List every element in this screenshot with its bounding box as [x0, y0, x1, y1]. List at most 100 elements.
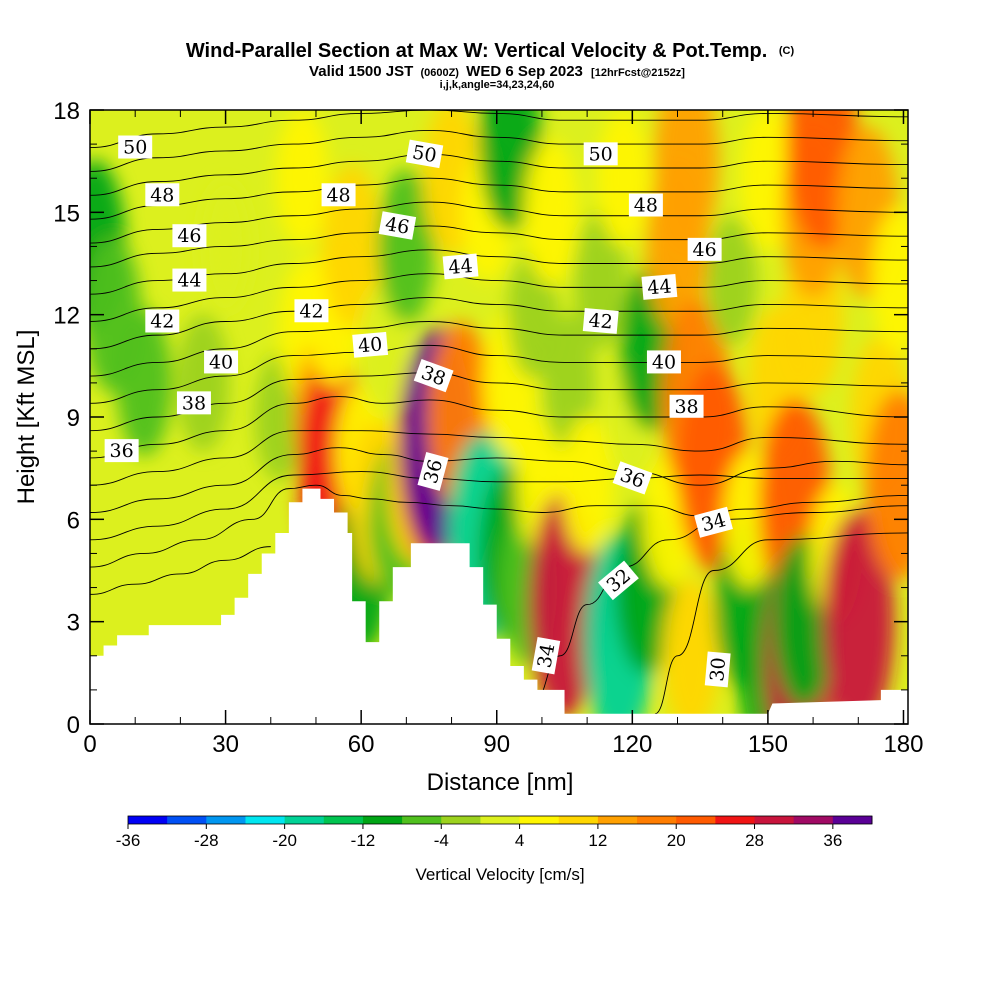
- plot-area: [90, 110, 908, 724]
- velocity-field: [90, 110, 908, 724]
- contour-label-box: [172, 268, 207, 292]
- contour-label: 44: [172, 268, 207, 292]
- contour-labels: 5048464442403836484642403836504450484244…: [104, 135, 733, 688]
- contour-label-box: [582, 308, 619, 334]
- colorbar-swatch: [558, 816, 599, 824]
- contour-label-text: 48: [150, 184, 174, 206]
- colorbar-swatch: [480, 816, 521, 824]
- velocity-cell: [871, 207, 908, 354]
- contour-label: 44: [442, 253, 479, 280]
- velocity-cell: [865, 390, 908, 581]
- colorbar-tick-label: 4: [515, 831, 524, 850]
- colorbar-tick-label: -36: [116, 831, 141, 850]
- contour-label: 42: [582, 308, 619, 334]
- colorbar-tick-label: 12: [588, 831, 607, 850]
- contour-label-text: 50: [123, 137, 147, 159]
- contour-label-box: [417, 452, 449, 491]
- velocity-cell: [276, 110, 329, 248]
- subtitle-utc: (0600Z): [420, 67, 459, 79]
- contour-label: 48: [145, 183, 180, 207]
- contour-label-box: [646, 350, 681, 374]
- contour-label-box: [145, 309, 180, 333]
- colorbar-tick-label: -20: [272, 831, 297, 850]
- velocity-cell: [560, 416, 614, 555]
- y-tick-label: 15: [53, 200, 80, 227]
- contour-label-text: 34: [534, 642, 560, 670]
- chart-title: Wind-Parallel Section at Max W: Vertical…: [186, 40, 767, 62]
- contour-label: 46: [687, 237, 722, 261]
- contour-label: 50: [405, 139, 444, 169]
- terrain-mask: [90, 488, 908, 724]
- contour-label-box: [704, 651, 731, 688]
- velocity-cell: [706, 216, 757, 345]
- colorbar-swatch: [832, 816, 873, 824]
- contour-label: 34: [531, 636, 561, 675]
- contour-label: 48: [628, 193, 663, 217]
- theta-contour-line: [90, 273, 908, 322]
- contour-label-text: 42: [588, 309, 614, 333]
- theta-contour-line: [90, 447, 908, 513]
- colorbar-swatch: [323, 816, 364, 824]
- contour-label: 46: [378, 211, 417, 240]
- contour-label: 34: [694, 506, 733, 538]
- theta-contour-line: [90, 110, 908, 148]
- x-tick-label: 120: [612, 731, 652, 758]
- y-tick-label: 6: [67, 507, 80, 534]
- velocity-cell: [662, 578, 720, 724]
- theta-contour-line: [90, 546, 271, 595]
- y-tick-label: 3: [67, 610, 80, 637]
- contour-label-box: [176, 391, 211, 415]
- contour-label: 40: [646, 350, 681, 374]
- contour-label-box: [531, 636, 561, 675]
- contour-label: 36: [104, 439, 139, 463]
- contour-label-text: 50: [589, 143, 613, 165]
- contour-label: 42: [145, 309, 180, 333]
- colorbar-swatch: [754, 816, 795, 824]
- contour-label: 50: [583, 142, 618, 166]
- contour-label-box: [118, 135, 153, 159]
- theta-contour-line: [90, 297, 908, 350]
- theta-contour-line: [90, 471, 908, 541]
- y-tick-label: 18: [53, 98, 80, 125]
- colorbar-tick-label: -12: [351, 831, 376, 850]
- contour-label: 40: [204, 350, 239, 374]
- velocity-cell: [523, 139, 579, 286]
- x-tick-label: 90: [483, 731, 510, 758]
- colorbar-tick-label: -28: [194, 831, 219, 850]
- theta-contours: [90, 110, 908, 715]
- theta-contour-line: [90, 153, 908, 196]
- title-mark: (C): [779, 45, 795, 57]
- contour-label-box: [321, 183, 356, 207]
- colorbar-swatch: [793, 816, 834, 824]
- velocity-cell: [740, 110, 796, 252]
- theta-contour-line: [90, 201, 908, 244]
- contour-label-box: [641, 273, 678, 300]
- contour-label-text: 36: [110, 440, 134, 462]
- contour-label-box: [694, 506, 733, 538]
- contour-label-text: 42: [299, 300, 323, 322]
- x-tick-label: 180: [883, 731, 923, 758]
- contour-label-box: [583, 142, 618, 166]
- subtitle-valid: Valid 1500 JST: [309, 63, 413, 80]
- contour-label-box: [352, 331, 389, 358]
- y-axis-label: Height [Kft MSL]: [13, 330, 40, 505]
- theta-contour-line: [90, 321, 908, 377]
- colorbar-swatch: [519, 816, 560, 824]
- colorbar-swatch: [245, 816, 286, 824]
- contour-label-text: 40: [209, 351, 233, 373]
- svg-text:Valid 1500 JST (0600Z): Valid 1500 JST (0600Z) WED 6 Sep 2023 [1…: [309, 63, 685, 80]
- contour-label: 38: [669, 394, 704, 418]
- colorbar-swatch: [637, 816, 677, 824]
- colorbar-swatch: [715, 816, 756, 824]
- theta-contour-line: [90, 396, 908, 459]
- contour-label-box: [145, 183, 180, 207]
- y-tick-label: 12: [53, 303, 80, 330]
- contour-label-box: [612, 461, 653, 495]
- contour-label-text: 48: [634, 195, 658, 217]
- contour-label-text: 40: [357, 333, 383, 357]
- contour-label: 42: [294, 299, 329, 323]
- subtitle-fcst: [12hrFcst@2152z]: [591, 67, 685, 79]
- colorbar-tick-label: 36: [823, 831, 842, 850]
